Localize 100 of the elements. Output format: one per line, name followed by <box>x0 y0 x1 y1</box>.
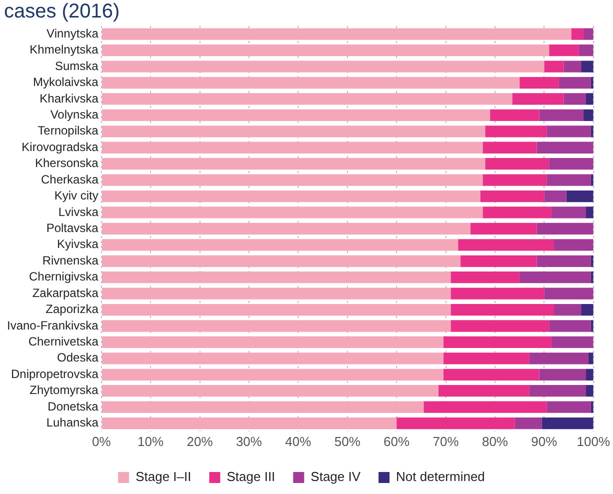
x-tick-label: 20% <box>186 434 214 449</box>
y-tick-label: Khmelnytska <box>30 42 99 57</box>
chart-title: cases (2016) <box>4 0 120 23</box>
bar <box>102 109 490 122</box>
bar <box>102 190 480 202</box>
bar <box>549 44 579 56</box>
bar <box>102 417 397 430</box>
bar <box>102 222 470 235</box>
bar <box>546 174 591 186</box>
bar <box>512 93 564 105</box>
bar <box>584 109 594 122</box>
bar <box>482 206 552 218</box>
y-tick-label: Kyiv city <box>54 188 98 203</box>
bar <box>480 190 544 202</box>
bar <box>102 255 461 267</box>
y-tick-label: Donetska <box>48 399 99 414</box>
bar <box>546 401 591 413</box>
x-tick-label: 30% <box>236 434 262 449</box>
bar <box>102 304 451 316</box>
bar <box>438 385 530 397</box>
bar <box>539 368 586 380</box>
bar <box>102 158 486 170</box>
bar <box>485 126 547 138</box>
bar <box>102 239 458 251</box>
bar <box>536 142 594 154</box>
x-tick-label: 60% <box>384 434 410 449</box>
bar <box>443 368 540 380</box>
y-tick-label: Poltavska <box>46 221 99 236</box>
x-tick-label: 70% <box>432 434 460 449</box>
bar <box>564 60 582 72</box>
bar <box>529 352 588 364</box>
y-tick-label: Sumska <box>55 58 99 73</box>
x-tick-label: 100% <box>576 434 610 449</box>
y-tick-label: Kharkivska <box>40 91 99 106</box>
bar <box>554 239 594 251</box>
bar <box>520 76 559 89</box>
bar <box>450 304 554 316</box>
y-tick-label: Rivnenska <box>42 253 99 268</box>
x-tick-label: 10% <box>138 434 164 449</box>
y-tick-label: Odeska <box>57 350 99 365</box>
bar <box>485 158 550 170</box>
bar <box>581 304 594 316</box>
x-tick-label: 80% <box>482 434 508 449</box>
bar <box>443 336 552 348</box>
bar <box>102 93 512 105</box>
x-tick-label: 90% <box>531 434 558 449</box>
bar <box>542 417 594 430</box>
bar <box>581 60 594 72</box>
bar <box>102 206 483 218</box>
bar <box>482 174 547 186</box>
y-tick-label: Vinnytska <box>46 26 99 40</box>
bar <box>588 352 594 364</box>
y-tick-label: Dnipropetrovska <box>10 366 99 381</box>
y-tick-label: Chernivetska <box>28 334 99 349</box>
bar <box>529 385 586 397</box>
bar <box>549 320 591 332</box>
bar <box>458 239 554 251</box>
bar <box>450 288 544 300</box>
bar <box>424 401 547 413</box>
bar <box>102 288 451 300</box>
bar <box>549 158 594 170</box>
bar <box>520 272 591 284</box>
bar <box>460 255 537 267</box>
x-tick-label: 40% <box>285 434 312 449</box>
y-tick-label: Ternopilska <box>38 124 99 138</box>
bar <box>566 190 594 202</box>
bar <box>490 109 540 122</box>
bar <box>102 385 438 397</box>
bar <box>564 93 586 105</box>
bar <box>102 44 550 56</box>
bar <box>450 272 520 284</box>
bar <box>544 190 566 202</box>
bar <box>102 401 424 413</box>
bar <box>102 368 444 380</box>
bar <box>102 336 444 348</box>
bar <box>396 417 515 430</box>
bar <box>552 206 586 218</box>
y-tick-label: Luhanska <box>46 416 99 430</box>
bar <box>546 126 591 138</box>
legend-label: Not determined <box>396 469 485 484</box>
y-tick-label: Kirovogradska <box>22 140 99 154</box>
x-tick-label: 50% <box>334 434 361 449</box>
bar <box>558 76 591 89</box>
y-tick-label: Mykolaivska <box>33 75 99 90</box>
bar <box>536 255 591 267</box>
y-tick-label: Zakarpatska <box>32 286 99 300</box>
bar <box>571 28 584 40</box>
bar <box>102 76 520 89</box>
bar <box>482 142 537 154</box>
bar <box>102 60 544 72</box>
y-tick-label: Zaporizka <box>46 302 99 316</box>
bar <box>586 385 594 397</box>
bar <box>586 93 594 105</box>
bar <box>586 368 594 380</box>
bar <box>102 174 483 186</box>
bar <box>539 109 584 122</box>
y-tick-label: Volynska <box>50 108 99 122</box>
y-tick-label: Chernigivska <box>28 270 99 284</box>
y-tick-label: Cherkaska <box>41 172 99 186</box>
y-tick-label: Lvivska <box>58 204 99 219</box>
